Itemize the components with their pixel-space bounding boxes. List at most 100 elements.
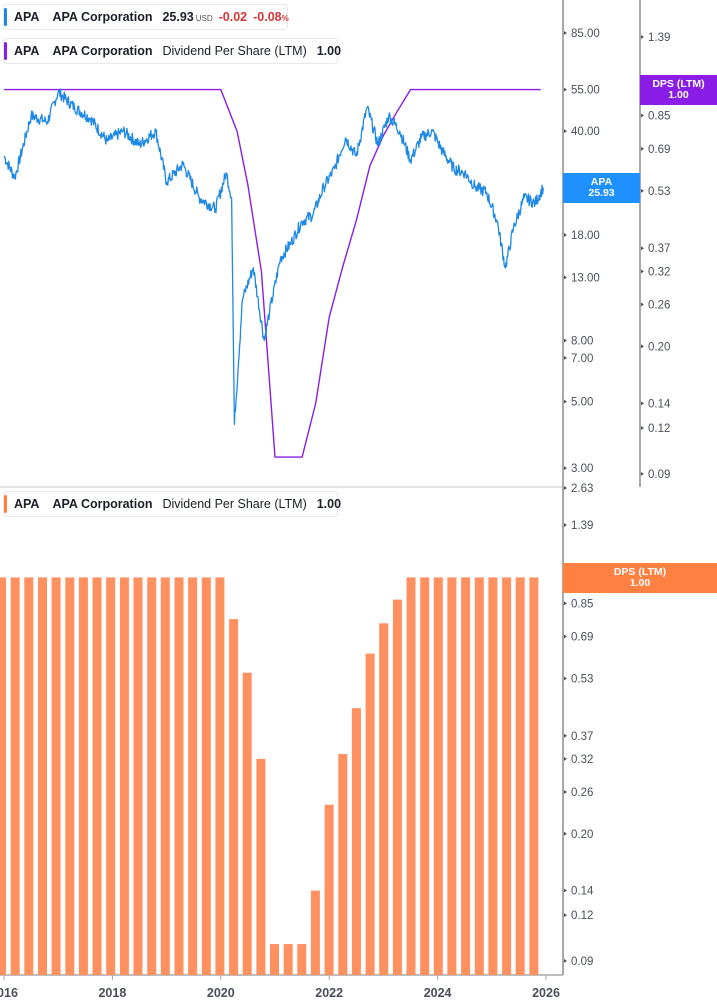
legend-metric: Dividend Per Share (LTM)	[162, 497, 307, 511]
tick-label: 0.53	[648, 186, 670, 198]
tick-label: 0.32	[571, 754, 593, 766]
dps-tag-top: DPS (LTM) 1.00	[640, 75, 717, 105]
dps-bar[interactable]	[10, 577, 20, 975]
dps-bar[interactable]	[256, 758, 266, 975]
dps-bar[interactable]	[365, 653, 375, 975]
x-tick-label: 2020	[207, 986, 235, 1000]
dps-bar[interactable]	[461, 577, 471, 975]
dps-bar[interactable]	[65, 577, 75, 975]
dps-bar[interactable]	[242, 672, 252, 975]
legend-value: 1.00	[316, 497, 342, 511]
legend-price[interactable]: APA APA Corporation 25.93 USD -0.02 -0.0…	[3, 4, 289, 30]
dps-bar[interactable]	[283, 944, 293, 975]
legend-ticker: APA	[14, 44, 40, 58]
legend-ticker: APA	[14, 497, 40, 511]
tick-label: 0.20	[571, 829, 593, 841]
dps-bar[interactable]	[133, 577, 143, 975]
dps-bar[interactable]	[201, 577, 211, 975]
tick-label: 0.12	[571, 910, 593, 922]
dps-bar[interactable]	[78, 577, 88, 975]
tick-mark	[564, 87, 567, 92]
tick-mark	[641, 302, 644, 307]
dps-bars	[0, 577, 539, 975]
dps-bar[interactable]	[188, 577, 198, 975]
price-axis-ticks: 85.00 55.00 40.00 18.00 13.00 8.00 7.00 5.00 3.0…	[564, 28, 600, 495]
tick-label: 55.00	[571, 85, 600, 97]
legend-change-pct: -0.08%	[253, 10, 289, 24]
dps-bar[interactable]	[447, 577, 457, 975]
dps-bar[interactable]	[297, 944, 307, 975]
dps-bar[interactable]	[147, 577, 157, 975]
dps-bar[interactable]	[433, 577, 443, 975]
dps-bar[interactable]	[392, 599, 402, 975]
legend-metric: Dividend Per Share (LTM)	[162, 44, 307, 58]
tick-label: 0.85	[648, 110, 670, 122]
tick-label: 0.69	[571, 632, 593, 644]
tick-mark	[641, 471, 644, 476]
tick-label: 7.00	[571, 353, 593, 365]
legend-change-pct-value: -0.08	[253, 10, 282, 24]
dps-bar[interactable]	[502, 577, 512, 975]
dps-tag-label: DPS (LTM)	[613, 566, 667, 578]
dps-bar[interactable]	[51, 577, 61, 975]
tick-label: 0.09	[648, 469, 670, 481]
tick-mark	[564, 129, 567, 134]
tick-label: 0.85	[571, 598, 593, 610]
dps-bar[interactable]	[174, 577, 184, 975]
tick-mark	[564, 466, 567, 471]
dps-bar[interactable]	[38, 577, 47, 975]
legend-company: APA Corporation	[52, 497, 153, 511]
tick-mark	[641, 425, 644, 430]
dps-bar[interactable]	[215, 577, 225, 975]
tick-mark	[641, 35, 644, 39]
tick-label: 40.00	[571, 126, 600, 138]
dps-bar[interactable]	[160, 577, 170, 975]
legend-pct-sign: %	[281, 14, 289, 23]
tick-mark	[564, 756, 567, 761]
price-tag-label: APA	[590, 176, 613, 188]
tick-mark	[564, 601, 567, 606]
x-tick-label: 2018	[98, 986, 126, 1000]
legend-dps-color	[4, 495, 7, 513]
legend-dps-bottom[interactable]: APA APA Corporation Dividend Per Share (…	[3, 491, 342, 517]
legend-dps-color	[4, 42, 7, 60]
dps-bar[interactable]	[324, 804, 334, 975]
dps-bar[interactable]	[515, 577, 525, 975]
tick-label: 2.63	[571, 483, 593, 495]
dps-axis-ticks: 1.39 0.85 0.69 0.53 0.37 0.32 0.26 0.20 0.14 0.12…	[641, 32, 671, 481]
tick-mark	[564, 676, 567, 681]
legend-dps-top[interactable]: APA APA Corporation Dividend Per Share (…	[3, 38, 341, 64]
legend-price-color	[4, 8, 7, 26]
tick-mark	[564, 523, 567, 527]
dps-bar[interactable]	[488, 577, 498, 975]
dps-bar[interactable]	[119, 577, 129, 975]
tick-mark	[641, 113, 644, 118]
dps-bar[interactable]	[24, 577, 34, 975]
tick-mark	[564, 399, 567, 404]
tick-mark	[564, 958, 567, 963]
tick-label: 0.37	[571, 731, 593, 743]
dps-bar[interactable]	[474, 577, 484, 975]
tick-label: 1.39	[648, 32, 670, 44]
tick-label: 5.00	[571, 397, 593, 409]
tick-label: 0.14	[648, 398, 671, 410]
dps-bar[interactable]	[0, 577, 6, 975]
dps-bar[interactable]	[229, 619, 239, 975]
tick-label: 18.00	[571, 230, 600, 242]
tick-label: 0.53	[571, 674, 593, 686]
dps-bar[interactable]	[310, 890, 320, 975]
dps-bar[interactable]	[92, 577, 102, 975]
dps-bar[interactable]	[351, 708, 361, 975]
tick-mark	[641, 246, 644, 251]
dps-bar[interactable]	[529, 577, 539, 975]
x-axis-ticks: 2016 2018 2020 2022 2024 2026	[0, 975, 560, 1000]
dps-bar[interactable]	[106, 577, 116, 975]
tick-mark	[564, 888, 567, 893]
dps-bar[interactable]	[379, 623, 389, 975]
dps-bar[interactable]	[420, 577, 430, 975]
dps-bar[interactable]	[406, 577, 416, 975]
dps-bar[interactable]	[338, 754, 348, 975]
tick-label: 1.39	[571, 520, 593, 532]
dps-bar[interactable]	[270, 944, 279, 975]
